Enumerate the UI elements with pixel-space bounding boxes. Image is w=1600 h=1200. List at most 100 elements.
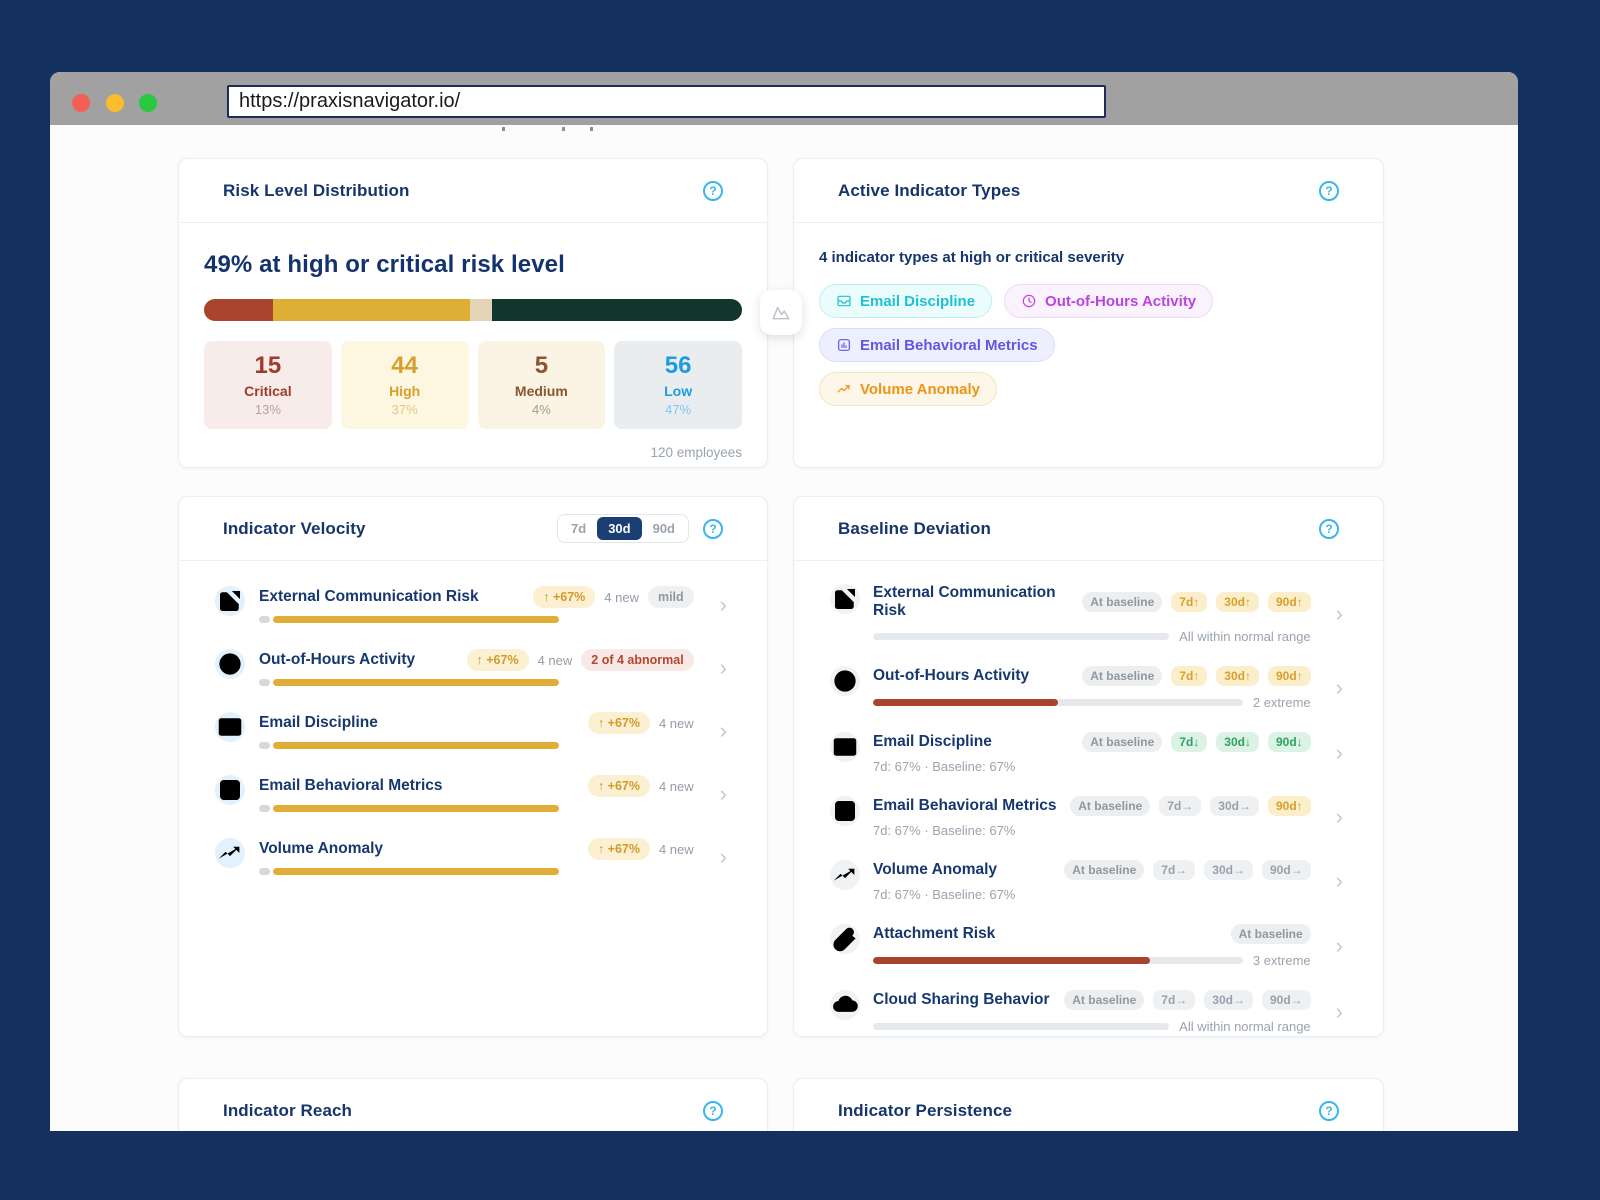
stat-value: 5 <box>534 352 549 379</box>
window-minimize-button[interactable] <box>106 94 124 112</box>
chevron-right-icon[interactable]: › <box>1335 804 1343 829</box>
card-header: Active Indicator Types ? <box>794 159 1383 223</box>
baseline-row[interactable]: External Communication Risk At baseline 7d… <box>830 573 1343 655</box>
help-icon[interactable]: ? <box>703 180 723 201</box>
card-title: Risk Level Distribution <box>223 180 410 200</box>
indicator-chip[interactable]: Volume Anomaly <box>819 372 998 406</box>
chevron-right-icon[interactable]: › <box>1335 675 1343 700</box>
clock-icon <box>1021 293 1037 309</box>
mail-icon <box>836 293 852 309</box>
risk-segment-medium <box>470 299 492 321</box>
velocity-row[interactable]: Out-of-Hours Activity ↑ +67% 4 new 2 of 4 a… <box>215 636 727 699</box>
baseline-badge: 30d→ <box>1210 796 1259 816</box>
chevron-right-icon[interactable]: › <box>1335 868 1343 893</box>
range-option-30d[interactable]: 30d <box>597 517 642 540</box>
range-option-90d[interactable]: 90d <box>652 521 675 536</box>
stat-percent: 13% <box>254 402 281 417</box>
chart-icon <box>836 337 852 353</box>
velocity-bar <box>259 805 559 812</box>
velocity-bar <box>259 679 559 686</box>
chevron-right-icon[interactable]: › <box>719 654 727 680</box>
range-option-7d[interactable]: 7d <box>571 521 587 536</box>
employee-count: 120 employees <box>650 445 742 460</box>
status-badge: mild <box>647 586 694 608</box>
risk-segment-low <box>491 299 742 321</box>
indicator-chip-list: Email Discipline Out-of-Hours Activity Ema… <box>819 284 1229 406</box>
deviation-note: 3 extreme <box>1252 953 1311 968</box>
chevron-right-icon[interactable]: › <box>719 843 727 869</box>
chevron-right-icon[interactable]: › <box>719 591 727 617</box>
baseline-row[interactable]: Email Discipline At baseline 7d↓ 30d↓ 90d↓ 7d… <box>830 721 1343 785</box>
velocity-row[interactable]: Email Behavioral Metrics ↑ +67% 4 new › <box>215 762 727 825</box>
address-bar-input[interactable] <box>227 85 1106 118</box>
chevron-right-icon[interactable]: › <box>719 717 727 743</box>
external-link-icon <box>830 584 860 614</box>
baseline-badge: At baseline <box>1064 860 1145 880</box>
baseline-sub-stats: 7d: 67% · Baseline: 67% <box>873 823 1016 838</box>
baseline-row[interactable]: Out-of-Hours Activity At baseline 7d↑ 30d↑ 9… <box>830 655 1343 721</box>
new-count: 4 new <box>658 778 694 794</box>
baseline-badge: 90d↑ <box>1267 666 1311 686</box>
stat-label: Critical <box>244 383 292 399</box>
card-indicator-persistence: Indicator Persistence ? <box>793 1078 1384 1131</box>
deviation-note: All within normal range <box>1179 629 1311 644</box>
velocity-row-title: External Communication Risk <box>259 588 479 605</box>
cloud-icon <box>830 990 860 1020</box>
baseline-badge: 7d↑ <box>1171 592 1208 612</box>
card-header: Indicator Reach ? <box>179 1079 767 1131</box>
deviation-bar <box>873 1023 1170 1030</box>
baseline-row[interactable]: Volume Anomaly At baseline 7d→ 30d→ 90d→ 7d: … <box>830 849 1343 913</box>
velocity-row-title: Volume Anomaly <box>259 840 384 857</box>
new-count: 4 new <box>658 715 694 731</box>
velocity-row[interactable]: Volume Anomaly ↑ +67% 4 new › <box>215 825 727 888</box>
chart-icon <box>215 775 245 805</box>
help-icon[interactable]: ? <box>703 1101 723 1121</box>
stat-percent: 37% <box>391 402 418 417</box>
indicator-chip[interactable]: Email Behavioral Metrics <box>819 328 1055 362</box>
trend-icon <box>215 838 245 868</box>
change-badge: ↑ +67% <box>587 712 650 734</box>
baseline-row[interactable]: Attachment Risk At baseline 3 extreme › <box>830 913 1343 979</box>
indicator-chip[interactable]: Email Discipline <box>819 284 993 318</box>
chevron-right-icon[interactable]: › <box>1335 933 1343 958</box>
indicator-chip[interactable]: Out-of-Hours Activity <box>1004 284 1214 318</box>
baseline-row[interactable]: Email Behavioral Metrics At baseline 7d→ 30… <box>830 785 1343 849</box>
risk-segment-critical <box>204 299 274 321</box>
change-badge: ↑ +67% <box>587 838 650 860</box>
baseline-badge: 30d→ <box>1204 860 1253 880</box>
help-icon[interactable]: ? <box>1319 180 1339 201</box>
change-badge: ↑ +67% <box>533 586 596 608</box>
chevron-right-icon[interactable]: › <box>719 780 727 806</box>
velocity-row-title: Out-of-Hours Activity <box>259 651 416 668</box>
trend-icon <box>830 860 860 890</box>
chevron-right-icon[interactable]: › <box>1335 601 1343 626</box>
clipped-text-remnant <box>562 127 565 131</box>
risk-stat-high: 44 High 37% <box>340 341 469 429</box>
chevron-right-icon[interactable]: › <box>1335 999 1343 1024</box>
chart-icon <box>830 796 860 826</box>
help-icon[interactable]: ? <box>1319 1101 1339 1121</box>
chip-label: Email Behavioral Metrics <box>860 336 1038 354</box>
new-count: 4 new <box>537 652 573 668</box>
velocity-bar <box>259 868 559 875</box>
baseline-badge: 7d↑ <box>1171 666 1208 686</box>
clock-icon <box>215 649 245 679</box>
card-baseline-deviation: Baseline Deviation ? External Communicat… <box>793 496 1384 1037</box>
chevron-right-icon[interactable]: › <box>1335 740 1343 765</box>
trend-icon <box>836 381 852 397</box>
window-maximize-button[interactable] <box>139 94 157 112</box>
risk-stat-low: 56 Low 47% <box>614 341 742 429</box>
baseline-badge: At baseline <box>1082 666 1163 686</box>
baseline-badge: 30d↓ <box>1216 732 1259 752</box>
window-close-button[interactable] <box>72 94 90 112</box>
risk-stat-medium: 5 Medium 4% <box>477 341 606 429</box>
risk-stat-row: 15 Critical 13% 44 High 37% 5 Medium 4% 56 Low 47% <box>204 341 742 429</box>
card-title: Indicator Persistence <box>838 1101 1013 1120</box>
deviation-bar <box>873 699 1243 706</box>
velocity-row[interactable]: External Communication Risk ↑ +67% 4 new mi… <box>215 573 727 636</box>
baseline-row[interactable]: Cloud Sharing Behavior At baseline 7d→ 30d→… <box>830 979 1343 1036</box>
clock-icon <box>830 666 860 696</box>
help-icon[interactable]: ? <box>1319 518 1339 539</box>
help-icon[interactable]: ? <box>703 518 723 539</box>
velocity-row[interactable]: Email Discipline ↑ +67% 4 new › <box>215 699 727 762</box>
